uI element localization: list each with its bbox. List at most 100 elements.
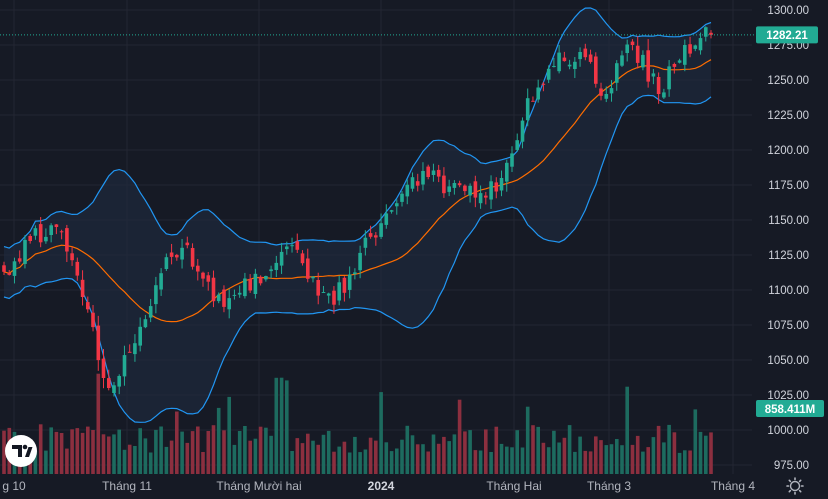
candle-body [80,279,85,297]
volume-bar [122,449,127,474]
price-tick-label: 1025.00 [767,390,809,402]
candle-body [264,276,268,280]
price-tick-label: 1075.00 [767,320,809,332]
price-tick-label: 1250.00 [767,75,809,87]
candle-body [159,273,163,290]
volume-bar [457,399,462,474]
candle-body [672,64,677,67]
candle [59,229,64,240]
candle-body [525,98,530,121]
time-tick-label: Tháng Mười hai [216,479,301,493]
volume-bar [662,442,666,474]
volume-bar [672,432,677,474]
candle-body [368,233,373,237]
volume-bar [112,434,116,474]
candle-body [232,294,237,296]
candle [353,268,357,280]
candle [342,276,347,302]
volume-bar [709,432,713,474]
candle [196,258,200,281]
candle [300,250,305,266]
candle-body [117,376,121,387]
candle [499,170,504,197]
candle-body [96,325,101,361]
candle-body [609,88,614,94]
candle [180,238,184,269]
candle-body [206,275,211,282]
volume-bar [651,437,656,474]
volume-bar [562,437,567,474]
candle [510,146,514,173]
last-volume-tag: 858.411M [756,400,824,417]
candle [384,204,389,229]
candle [38,217,43,248]
volume-bar [300,443,305,474]
volume-bar [107,436,111,474]
candle-body [510,153,514,167]
candle-body [127,351,132,353]
candle [473,175,478,208]
candle-body [169,252,174,257]
candle [316,272,320,305]
tradingview-logo-icon[interactable] [5,435,37,467]
volume-bar [704,435,708,474]
volume-bar [321,434,326,474]
candle [583,43,588,61]
volume-bar [541,442,546,474]
volume-bar [237,431,242,474]
volume-bar [499,443,504,474]
price-tick-label: 1100.00 [768,285,809,297]
volume-bar [290,451,294,474]
volume-bar [86,426,90,474]
volume-bar [332,451,336,474]
candle-body [447,186,451,192]
volume-bar [75,428,80,474]
candle-body [101,358,106,378]
volume-bar [557,442,561,474]
candle-body [138,326,142,346]
volume-bar [253,438,258,474]
volume-bar [693,409,698,474]
candle-body [253,273,258,294]
candle [651,69,656,85]
candle-body [683,45,687,65]
volume-bar [227,396,231,474]
volume-bar [133,446,137,474]
candle [117,374,121,395]
volume-bar [342,441,347,474]
price-tick-label: 1200.00 [767,145,809,157]
candle [573,57,577,79]
candle [693,44,698,52]
candle [415,173,420,192]
candle-body [38,224,43,243]
volume-bar [588,451,593,474]
volume-bar [96,373,101,474]
volume-bar [463,431,467,474]
volume-bar [515,430,519,474]
candle [143,314,148,329]
bollinger-lower-band [3,94,712,423]
candle-body [211,277,216,302]
gear-icon[interactable] [786,477,804,495]
volume-bar [232,444,237,474]
candle-body [573,61,577,69]
volume-bar [222,430,226,474]
candle [468,183,472,203]
price-axis[interactable]: 1300.001275.001250.001225.001200.001175.… [767,5,809,472]
candle-body [59,231,64,233]
candle [54,224,59,235]
last-price-value: 1282.21 [766,30,808,42]
candle-body [546,68,551,80]
candle [347,266,352,299]
volume-bar [117,429,121,474]
volume-bar [421,444,425,474]
candle [290,237,294,253]
candle-body [363,237,368,248]
candle [594,52,598,88]
time-axis[interactable]: g 10 Tháng 11 Tháng Mười hai 2024 Tháng Hai T… [2,479,755,493]
candle-body [599,88,603,96]
candle-body [17,258,22,262]
volume-bar [625,386,629,474]
candle [635,36,640,69]
